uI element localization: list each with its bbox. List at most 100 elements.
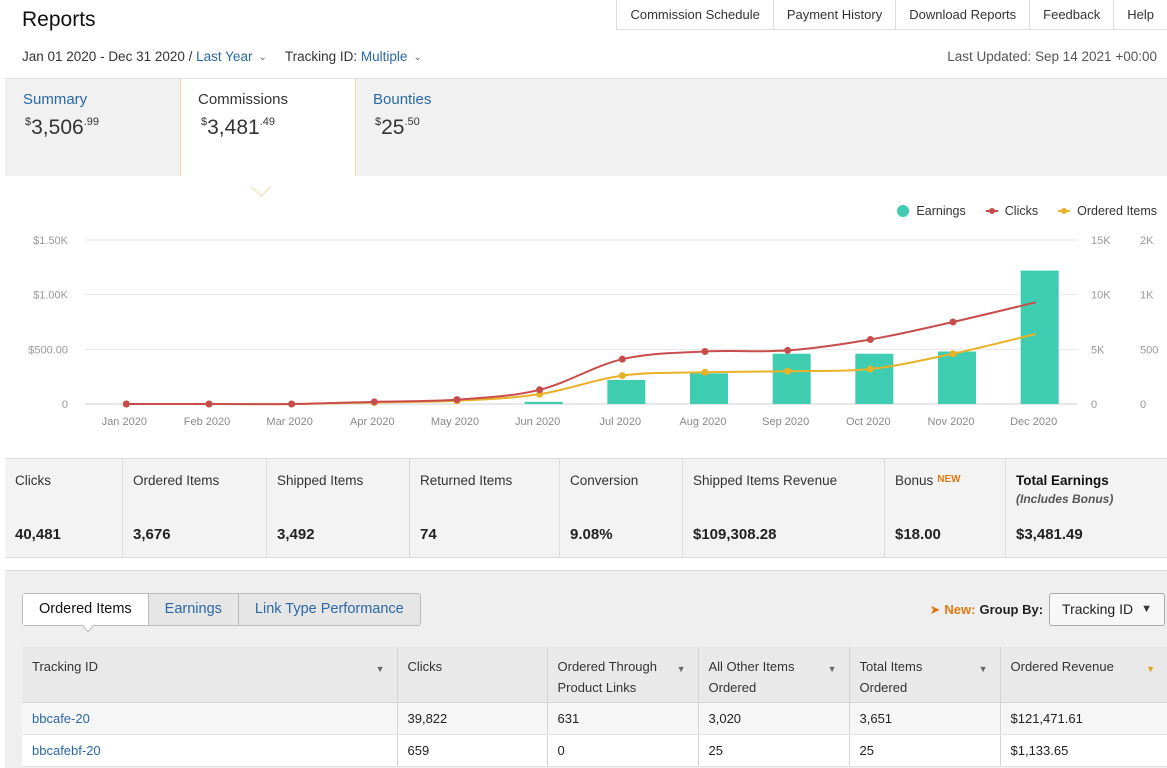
metric-shipped-items-revenue: Shipped Items Revenue $109,308.28 [683,459,885,557]
report-details: Ordered Items Earnings Link Type Perform… [5,570,1167,768]
legend-ordered-items[interactable]: Ordered Items [1058,204,1157,218]
table-row: bbcafe-20 39,822 631 3,020 3,651 $121,47… [22,702,1167,735]
col-total-items-ordered[interactable]: Total Items Ordered ▼ [849,647,1001,703]
cell-total-items: 3,651 [849,702,1001,735]
group-by-control: ➤ New: Group By: Tracking ID ▼ [930,593,1165,626]
rocket-icon: ➤ [929,601,941,617]
ordered-items-table: Tracking ID ▼ Clicks Ordered Through Prod… [22,647,1167,767]
bar [524,401,563,404]
legend-earnings[interactable]: Earnings [897,204,966,218]
tab-summary-amount: $3,506.99 [25,116,99,139]
metric-clicks: Clicks 40,481 [5,459,123,557]
chart-legend: Earnings Clicks Ordered Items [897,204,1157,218]
new-badge: NEW [937,474,961,485]
y-right-tick-label: 15K [1091,235,1111,247]
col-ordered-through-product-links[interactable]: Ordered Through Product Links ▼ [547,647,699,703]
line-point [618,355,626,363]
line-point [536,386,544,394]
y-tick-label: $1.50K [33,235,69,247]
y-right-tick-label: 500 [1140,344,1158,356]
line-point [866,335,874,343]
tab-commissions[interactable]: Commissions $3,481.49 [180,79,356,183]
nav-feedback[interactable]: Feedback [1029,0,1113,29]
bar [1020,270,1059,404]
metric-shipped-items: Shipped Items 3,492 [267,459,410,557]
nav-download-reports[interactable]: Download Reports [895,0,1029,29]
col-tracking-id[interactable]: Tracking ID ▼ [22,647,398,703]
sort-icon[interactable]: ▼ [375,664,385,674]
cell-clicks: 39,822 [397,702,548,735]
y-right-tick-label: 2K [1140,235,1154,247]
line-point [784,346,792,354]
chevron-down-icon[interactable]: ⌄ [413,52,422,63]
line-point [618,372,626,380]
metric-conversion: Conversion 9.08% [560,459,683,557]
new-label: New: [944,602,976,617]
nav-payment-history[interactable]: Payment History [772,0,895,29]
col-ordered-revenue[interactable]: Ordered Revenue ▼ [1000,647,1167,703]
cell-all-other: 25 [698,734,850,767]
tracking-id-label: Tracking ID: [284,49,358,64]
line-point [205,400,213,408]
tracking-id-dropdown[interactable]: Multiple [360,49,408,64]
x-tick-label: Sep 2020 [762,416,809,428]
col-clicks[interactable]: Clicks [397,647,548,703]
metric-total-earnings: Total Earnings (Includes Bonus) $3,481.4… [1016,473,1114,543]
y-right-tick-label: 1K [1140,290,1154,302]
x-tick-label: Aug 2020 [679,416,726,428]
x-tick-label: Feb 2020 [184,416,230,428]
tab-earnings[interactable]: Earnings [149,594,239,625]
series-line [126,333,1036,406]
line-point [453,396,461,404]
x-tick-label: Apr 2020 [350,416,395,428]
chevron-down-icon[interactable]: ⌄ [258,52,267,63]
metrics-bar: Clicks 40,481 Ordered Items 3,676 Shippe… [5,458,1167,558]
metric-bonus: Bonus NEW $18.00 [885,459,1006,557]
y-tick-label: $1.00K [33,290,69,302]
tab-bounties[interactable]: Bounties $25.50 [356,79,536,177]
line-point [122,400,130,408]
date-range: Jan 01 2020 - Dec 31 2020 / [22,49,193,64]
last-updated: Last Updated: Sep 14 2021 +00:00 [947,49,1157,64]
x-tick-label: Nov 2020 [927,416,974,428]
report-filters: Jan 01 2020 - Dec 31 2020 / Last Year ⌄ … [22,49,440,64]
tab-summary[interactable]: Summary $3,506.99 [5,79,180,177]
line-point [701,368,709,376]
tab-bounties-amount: $25.50 [375,116,420,139]
tab-link-type-performance[interactable]: Link Type Performance [254,601,404,617]
bar [855,353,894,404]
group-by-select[interactable]: Tracking ID ▼ [1049,593,1165,626]
metric-returned-items: Returned Items 74 [410,459,560,557]
nav-help[interactable]: Help [1113,0,1167,29]
y-right-tick-label: 10K [1091,290,1111,302]
x-tick-label: Oct 2020 [846,416,891,428]
tracking-id-link[interactable]: bbcafebf-20 [22,734,398,767]
nav-commission-schedule[interactable]: Commission Schedule [616,0,772,29]
bar [772,353,811,404]
tab-summary-label: Summary [23,91,88,108]
x-tick-label: May 2020 [431,416,479,428]
line-point [866,365,874,373]
summary-tabs: Summary $3,506.99 Commissions $3,481.49 … [5,78,1167,183]
line-point [949,318,957,326]
cell-revenue: $121,471.61 [1000,702,1167,735]
col-all-other-items-ordered[interactable]: All Other Items Ordered ▼ [698,647,850,703]
cell-all-other: 3,020 [698,702,850,735]
table-row: bbcafebf-20 659 0 25 25 $1,133.65 [22,734,1167,767]
sort-icon[interactable]: ▼ [978,664,988,674]
page-title: Reports [22,8,96,31]
cell-ordered-through: 631 [547,702,699,735]
sort-icon[interactable]: ▼ [1146,664,1155,674]
report-header: Reports Commission Schedule Payment Hist… [0,0,1167,78]
line-point [370,398,378,406]
line-point [784,367,792,375]
sort-icon[interactable]: ▼ [676,664,686,674]
tracking-id-link[interactable]: bbcafe-20 [22,702,398,735]
cell-ordered-through: 0 [547,734,699,767]
legend-clicks[interactable]: Clicks [985,204,1038,218]
tab-commissions-amount: $3,481.49 [201,116,275,139]
period-dropdown[interactable]: Last Year [196,49,253,64]
x-tick-label: Jun 2020 [515,416,560,428]
line-point [701,348,709,356]
sort-icon[interactable]: ▼ [827,664,837,674]
